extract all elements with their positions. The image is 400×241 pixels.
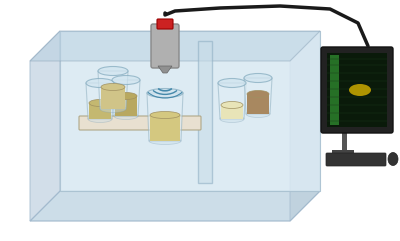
Ellipse shape <box>100 106 126 113</box>
Polygon shape <box>98 71 128 109</box>
Ellipse shape <box>349 84 371 96</box>
Polygon shape <box>244 78 272 114</box>
Ellipse shape <box>149 138 181 145</box>
Bar <box>101 87 125 109</box>
Polygon shape <box>30 191 320 221</box>
Ellipse shape <box>150 112 180 119</box>
FancyBboxPatch shape <box>79 116 201 130</box>
Bar <box>89 103 111 119</box>
Ellipse shape <box>246 111 270 118</box>
Bar <box>332 150 354 156</box>
Bar <box>221 105 243 119</box>
Polygon shape <box>218 83 246 119</box>
Bar <box>342 121 347 151</box>
Ellipse shape <box>114 113 138 120</box>
Ellipse shape <box>88 115 112 122</box>
Polygon shape <box>290 31 320 221</box>
Ellipse shape <box>218 79 246 87</box>
Ellipse shape <box>244 74 272 82</box>
Ellipse shape <box>115 93 137 100</box>
Polygon shape <box>158 66 172 73</box>
Ellipse shape <box>388 153 398 166</box>
Bar <box>327 53 387 127</box>
Ellipse shape <box>98 67 128 75</box>
FancyBboxPatch shape <box>321 47 393 133</box>
Ellipse shape <box>220 115 244 122</box>
Polygon shape <box>60 31 320 191</box>
Ellipse shape <box>89 100 111 107</box>
Ellipse shape <box>147 88 183 98</box>
Ellipse shape <box>247 91 269 98</box>
FancyBboxPatch shape <box>157 19 173 29</box>
Polygon shape <box>112 80 140 116</box>
Polygon shape <box>86 83 114 119</box>
Bar <box>115 96 137 116</box>
Polygon shape <box>198 41 212 183</box>
Ellipse shape <box>86 79 114 87</box>
Bar <box>330 55 339 125</box>
Bar <box>150 115 180 141</box>
FancyBboxPatch shape <box>151 24 179 68</box>
Ellipse shape <box>101 83 125 91</box>
Bar <box>247 94 269 114</box>
Ellipse shape <box>221 101 243 108</box>
FancyBboxPatch shape <box>326 153 386 166</box>
Polygon shape <box>30 31 60 221</box>
Ellipse shape <box>112 75 140 85</box>
Polygon shape <box>147 93 183 141</box>
Polygon shape <box>30 31 320 61</box>
